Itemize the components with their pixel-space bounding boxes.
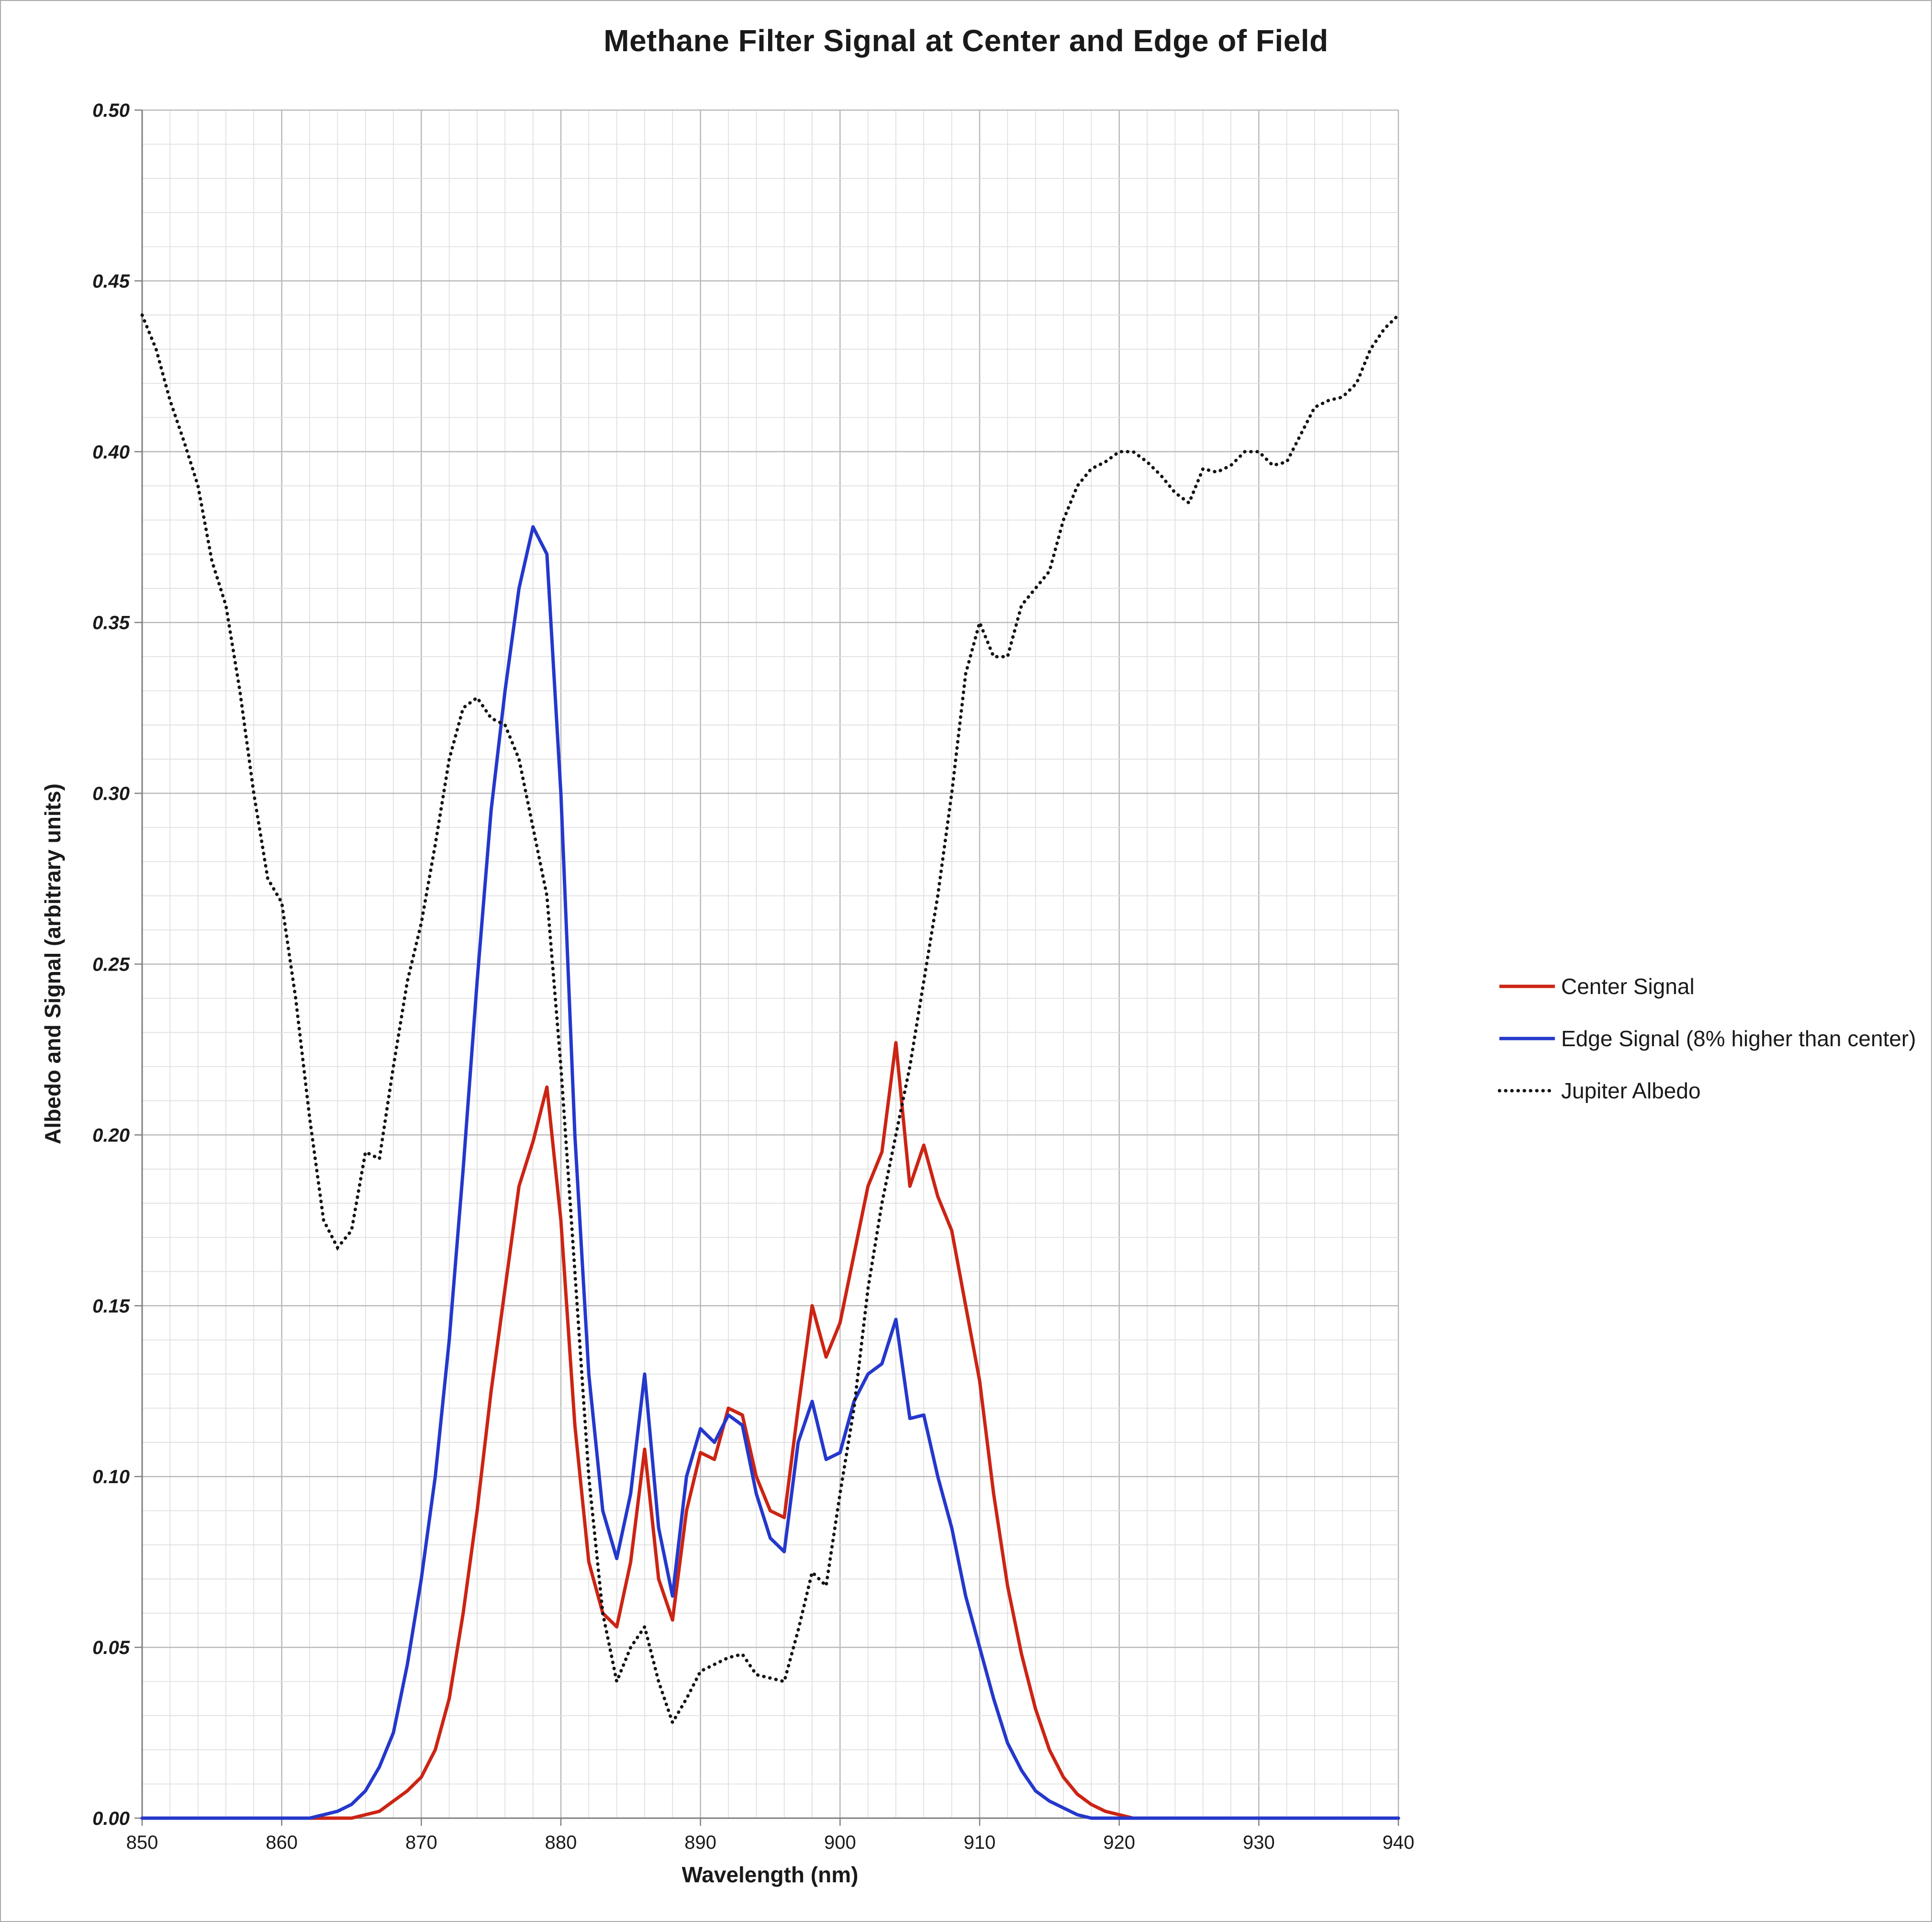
legend-label-center-signal: Center Signal [1561,974,1695,999]
legend: Center Signal Edge Signal (8% higher tha… [1498,973,1916,1104]
legend-item-edge-signal: Edge Signal (8% higher than center) [1498,1026,1916,1051]
svg-text:920: 920 [1103,1832,1135,1853]
svg-text:0.00: 0.00 [92,1808,130,1829]
svg-text:0.35: 0.35 [92,613,130,634]
jupiter-albedo-line-icon [1498,1088,1556,1094]
svg-text:890: 890 [684,1832,716,1853]
legend-label-edge-signal: Edge Signal (8% higher than center) [1561,1026,1916,1051]
svg-text:910: 910 [964,1832,996,1853]
x-axis-title: Wavelength (nm) [681,1862,859,1887]
svg-text:0.15: 0.15 [92,1296,130,1317]
svg-text:940: 940 [1383,1832,1415,1853]
svg-text:0.05: 0.05 [92,1637,130,1658]
svg-text:900: 900 [824,1832,856,1853]
svg-text:0.20: 0.20 [92,1125,130,1146]
svg-text:0.40: 0.40 [92,442,130,463]
svg-text:0.45: 0.45 [92,271,130,292]
svg-text:0.30: 0.30 [92,783,130,805]
svg-text:850: 850 [126,1832,158,1853]
center-signal-line-icon [1498,983,1556,989]
edge-signal-line-icon [1498,1036,1556,1041]
y-axis-title: Albedo and Signal (arbitrary units) [40,783,65,1144]
legend-item-center-signal: Center Signal [1498,973,1916,999]
svg-text:860: 860 [266,1832,298,1853]
svg-text:0.10: 0.10 [92,1466,130,1487]
svg-text:870: 870 [405,1832,437,1853]
svg-text:0.50: 0.50 [92,100,130,121]
svg-text:0.25: 0.25 [92,954,130,975]
svg-text:880: 880 [545,1832,577,1853]
svg-text:930: 930 [1243,1832,1275,1853]
legend-item-jupiter-albedo: Jupiter Albedo [1498,1078,1916,1104]
chart-title: Methane Filter Signal at Center and Edge… [603,23,1329,58]
legend-label-jupiter-albedo: Jupiter Albedo [1561,1078,1701,1103]
